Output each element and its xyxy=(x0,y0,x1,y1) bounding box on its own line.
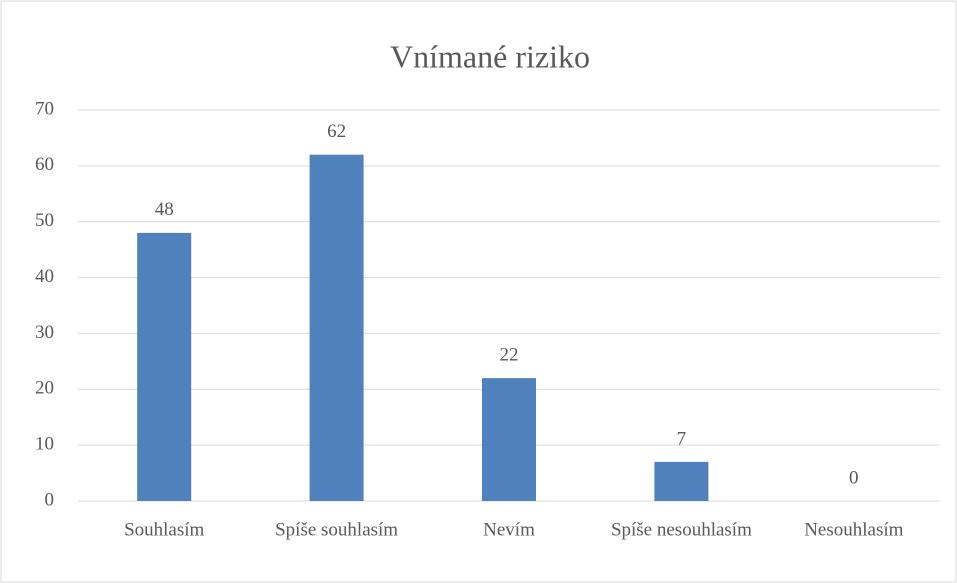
y-tick-label: 30 xyxy=(35,322,54,343)
bar xyxy=(137,232,192,501)
x-tick-label: Spíše nesouhlasím xyxy=(611,519,752,540)
y-tick-label: 70 xyxy=(35,98,54,119)
y-tick-label: 20 xyxy=(35,378,54,399)
data-label: 48 xyxy=(155,199,174,220)
data-label: 7 xyxy=(677,428,687,449)
x-tick-label: Spíše souhlasím xyxy=(275,519,398,540)
data-label: 0 xyxy=(849,467,859,488)
x-tick-label: Souhlasím xyxy=(124,519,204,540)
x-tick-label: Nevím xyxy=(483,519,535,540)
x-tick-label: Nesouhlasím xyxy=(804,519,903,540)
data-label: 62 xyxy=(327,121,346,142)
y-tick-label: 50 xyxy=(35,210,54,231)
bar xyxy=(654,461,709,501)
data-label: 22 xyxy=(500,344,519,365)
bar xyxy=(309,154,364,501)
y-tick-label: 60 xyxy=(35,154,54,175)
y-tick-label: 10 xyxy=(35,434,54,455)
chart-title: Vnímané riziko xyxy=(390,38,590,74)
y-tick-label: 0 xyxy=(45,489,55,510)
y-tick-label: 40 xyxy=(35,266,54,287)
bar xyxy=(482,378,536,501)
